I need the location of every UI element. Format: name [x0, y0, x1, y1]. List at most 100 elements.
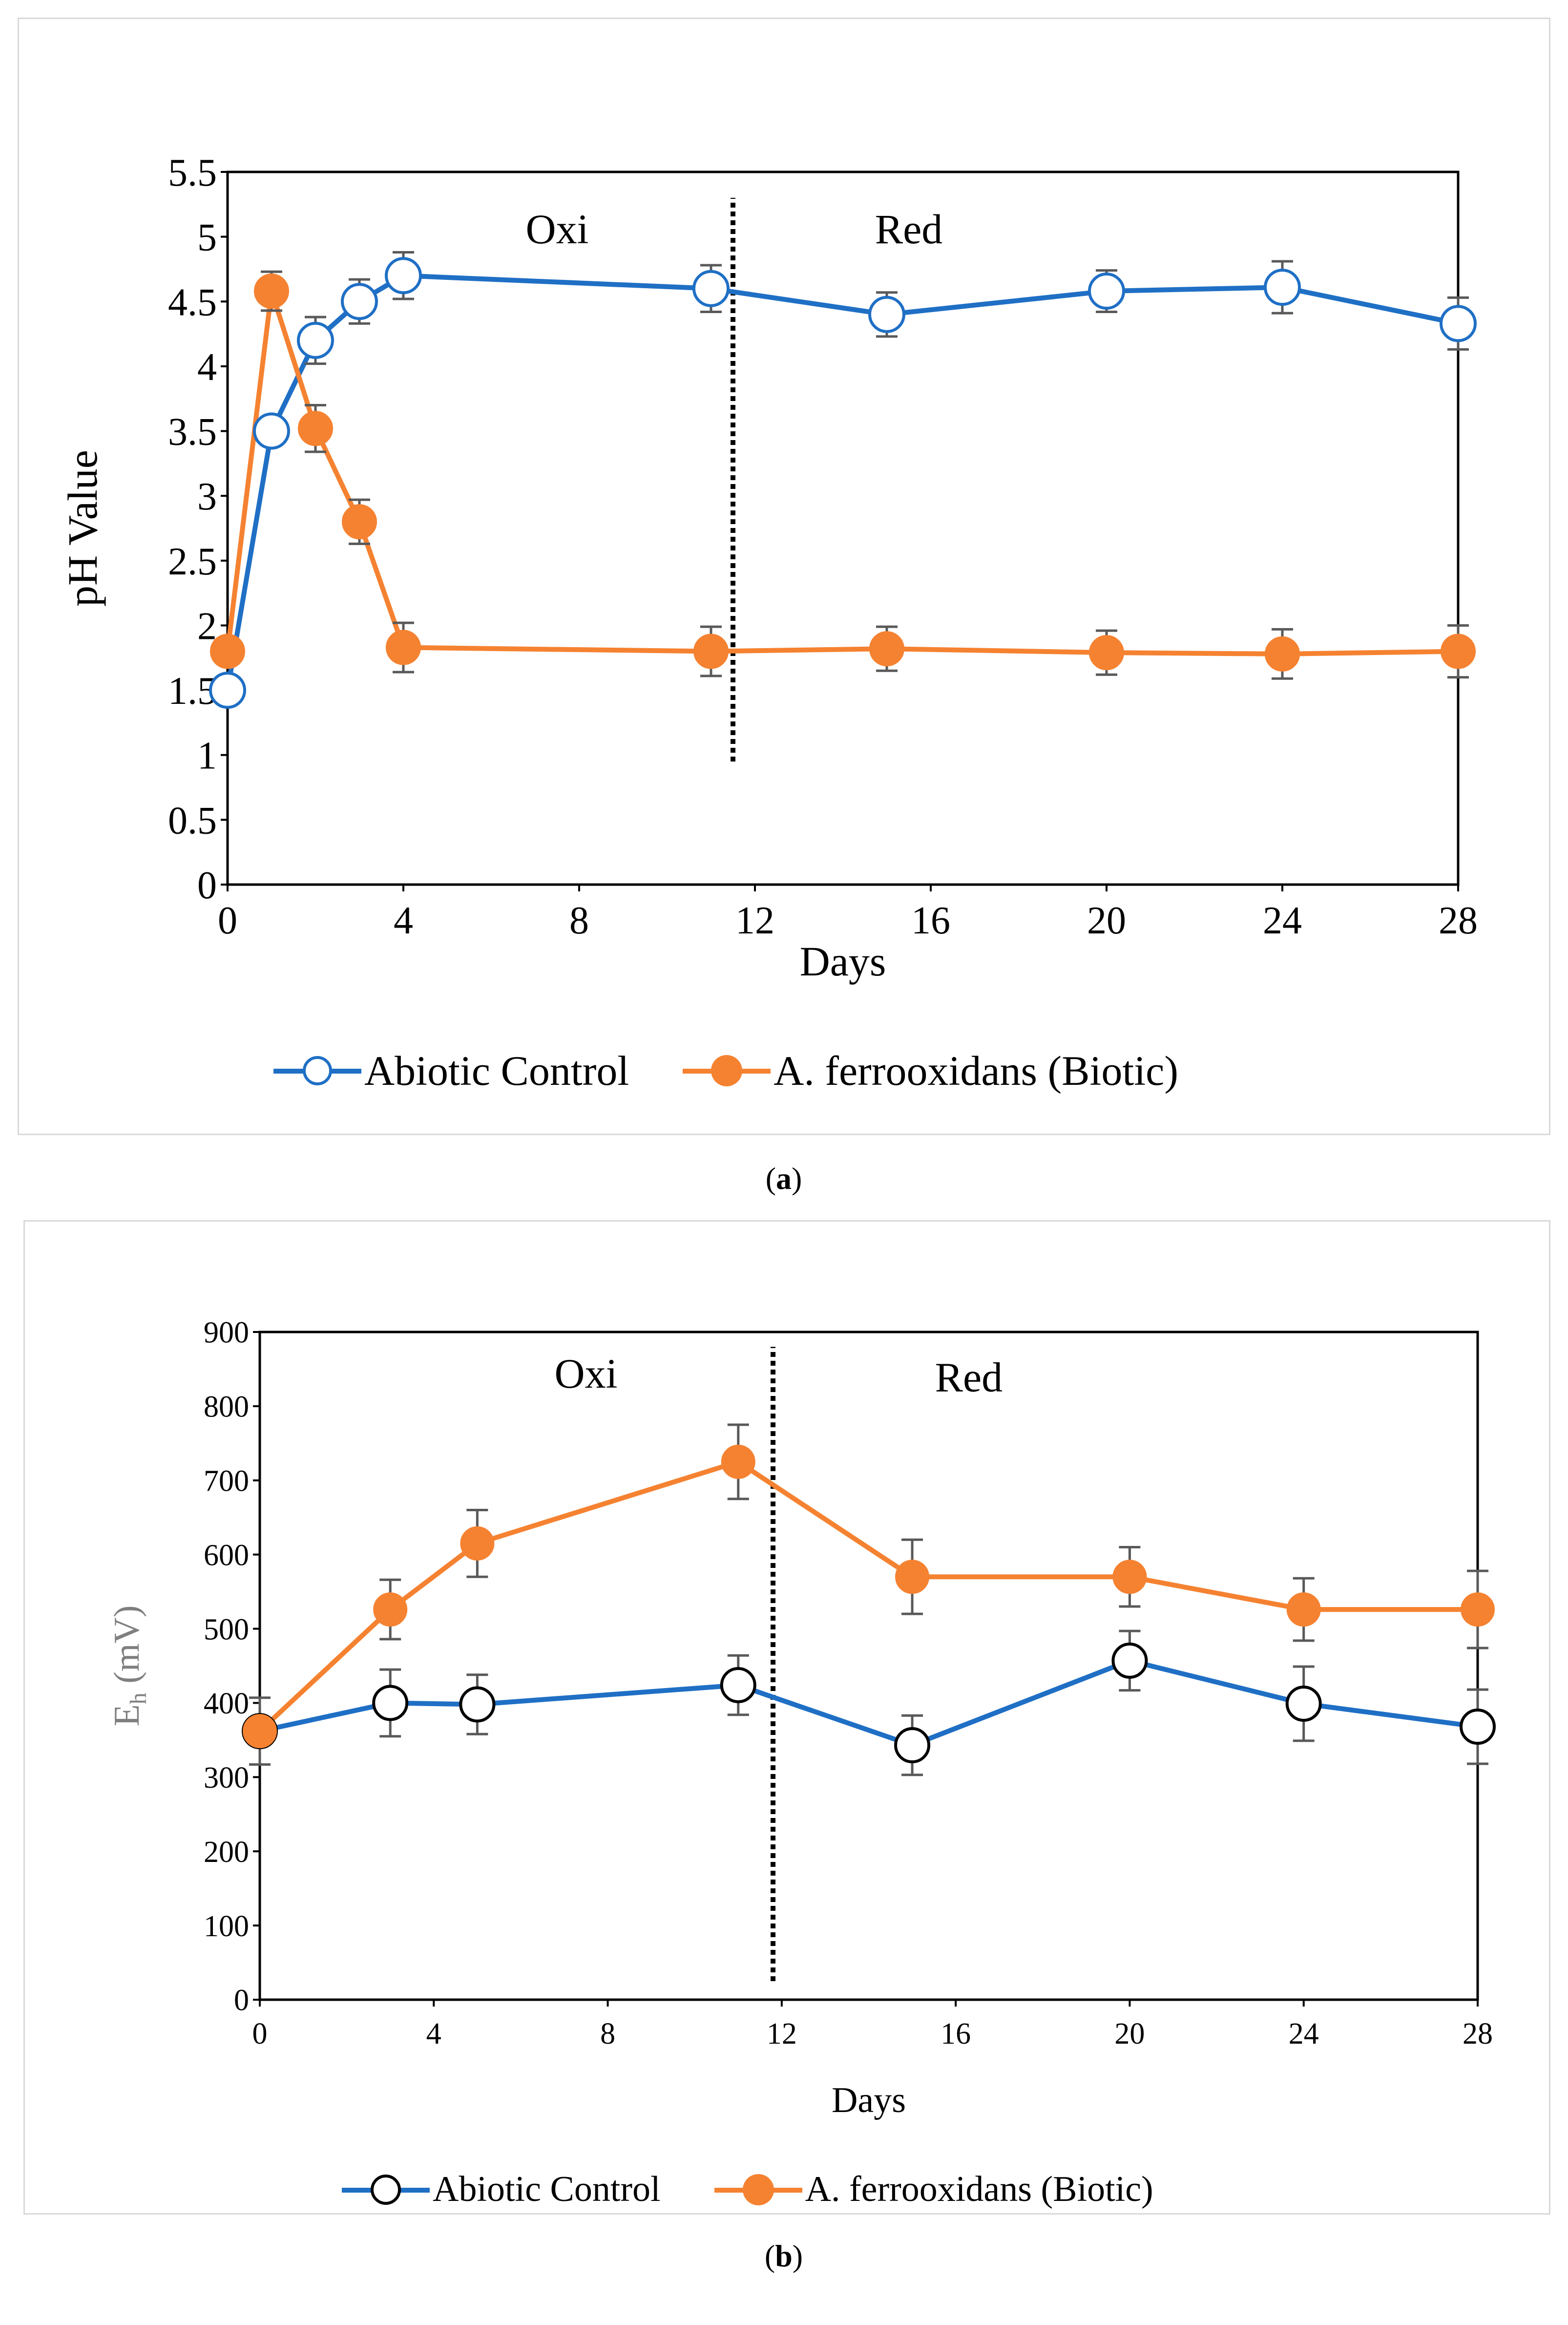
ph-chart: 00.511.522.533.544.555.50 4 8 12 16 20 24 28Day… [59, 151, 1478, 985]
data-point-abiotic [372, 1685, 409, 1721]
x-tick-label: 16 [941, 2017, 971, 2050]
data-point-abiotic [894, 1727, 931, 1764]
x-axis-label: Days [832, 2080, 906, 2120]
data-point-abiotic [297, 321, 334, 359]
data-point-abiotic [253, 412, 290, 450]
phase-label: Red [875, 206, 943, 253]
y-tick-label: 4.5 [168, 281, 217, 324]
data-point-biotic [869, 631, 904, 667]
y-axis-label: Eh (mV) [107, 1605, 151, 1726]
y-tick-label: 4 [197, 346, 217, 389]
data-point-abiotic [1460, 1709, 1496, 1745]
y-tick-label: 0 [197, 864, 217, 907]
data-point-biotic [1286, 1592, 1321, 1627]
data-point-abiotic [1111, 1642, 1148, 1679]
y-axis-label: pH Value [59, 450, 106, 607]
series-line-biotic [225, 289, 1459, 656]
y-tick-label: 600 [204, 1539, 249, 1572]
legend-label-biotic: A. ferrooxidans (Biotic) [774, 1047, 1178, 1094]
data-point-abiotic [1264, 269, 1301, 306]
data-point-biotic [298, 411, 333, 446]
x-tick-label: 12 [735, 899, 774, 942]
y-tick-label: 100 [204, 1910, 249, 1943]
y-tick-label: 800 [204, 1391, 249, 1424]
data-point-biotic [373, 1592, 408, 1627]
legend-swatch-abiotic-b [342, 2174, 430, 2205]
phase-label: Oxi [526, 206, 589, 253]
data-point-biotic [1441, 634, 1476, 669]
x-tick-label: 12 [767, 2017, 797, 2050]
y-tick-label: 5.5 [168, 151, 217, 194]
data-point-abiotic [459, 1686, 496, 1723]
legend-label-biotic-b: A. ferrooxidans (Biotic) [805, 2169, 1153, 2209]
x-tick-label: 8 [569, 899, 589, 942]
x-tick-label: 20 [1114, 2017, 1145, 2050]
y-tick-label: 300 [204, 1761, 249, 1795]
chart-panel-a [18, 18, 1550, 1135]
y-tick-label: 700 [204, 1464, 249, 1498]
x-tick-label: 24 [1263, 899, 1302, 942]
data-point-biotic [342, 504, 377, 540]
plot-area [226, 170, 1460, 886]
data-point-biotic [254, 274, 289, 309]
data-point-biotic [1265, 636, 1300, 672]
x-tick-label: 20 [1087, 899, 1126, 942]
data-point-biotic [386, 630, 421, 665]
legend-item-biotic: A. ferrooxidans (Biotic) [683, 1046, 1178, 1095]
x-tick-label: 4 [394, 899, 413, 942]
data-point-abiotic [1088, 273, 1125, 310]
data-point-biotic [693, 634, 729, 669]
y-tick-label: 500 [204, 1613, 249, 1646]
legend-swatch-biotic-b [714, 2174, 802, 2205]
y-tick-label: 1.5 [168, 670, 217, 713]
data-point-biotic [460, 1526, 495, 1561]
y-tick-label: 3.5 [168, 411, 217, 454]
data-point-abiotic [868, 296, 905, 333]
data-point-biotic [243, 1714, 277, 1749]
plot-area [258, 1331, 1479, 2001]
legend-swatch-abiotic [273, 1056, 361, 1085]
data-point-biotic [895, 1560, 930, 1594]
y-tick-label: 5 [197, 216, 217, 259]
data-point-abiotic [692, 270, 730, 307]
legend-swatch-biotic [683, 1055, 771, 1086]
legend-item-abiotic-b: Abiotic Control [342, 2169, 661, 2210]
x-tick-label: 0 [218, 899, 237, 942]
data-point-biotic [1089, 635, 1124, 671]
data-point-biotic [210, 634, 245, 669]
data-point-abiotic [209, 672, 246, 709]
caption-a: (a) [765, 1161, 802, 1196]
x-axis-label: Days [800, 938, 886, 985]
legend-a: Abiotic Control A. ferrooxidans (Biotic) [273, 1046, 1178, 1095]
data-point-abiotic [385, 257, 422, 295]
x-tick-label: 28 [1463, 2017, 1493, 2050]
y-tick-label: 3 [197, 475, 217, 518]
legend-item-biotic-b: A. ferrooxidans (Biotic) [714, 2169, 1153, 2210]
y-tick-label: 900 [204, 1316, 249, 1350]
y-tick-label: 200 [204, 1836, 249, 1869]
y-tick-label: 2.5 [168, 540, 217, 583]
data-point-biotic [1112, 1560, 1147, 1594]
y-tick-label: 0 [234, 1984, 249, 2017]
series-line-biotic [258, 1459, 1478, 1733]
data-point-biotic [1461, 1592, 1495, 1627]
phase-label: Red [935, 1354, 1003, 1401]
data-point-abiotic [341, 283, 378, 320]
x-tick-label: 8 [600, 2017, 615, 2050]
data-point-abiotic [1285, 1685, 1322, 1722]
legend-label-abiotic-b: Abiotic Control [433, 2169, 661, 2209]
legend-item-abiotic: Abiotic Control [273, 1046, 629, 1095]
caption-b: (b) [764, 2239, 803, 2273]
x-tick-label: 4 [426, 2017, 441, 2050]
data-point-abiotic [1440, 305, 1477, 342]
x-tick-label: 0 [252, 2017, 268, 2050]
x-tick-label: 16 [911, 899, 950, 942]
phase-label: Oxi [555, 1350, 618, 1397]
y-tick-label: 1 [197, 735, 217, 778]
data-point-biotic [721, 1444, 755, 1479]
y-tick-label: 400 [204, 1687, 249, 1720]
data-point-abiotic [720, 1667, 756, 1703]
series-line-abiotic [225, 273, 1459, 691]
legend-label-abiotic: Abiotic Control [364, 1047, 629, 1094]
